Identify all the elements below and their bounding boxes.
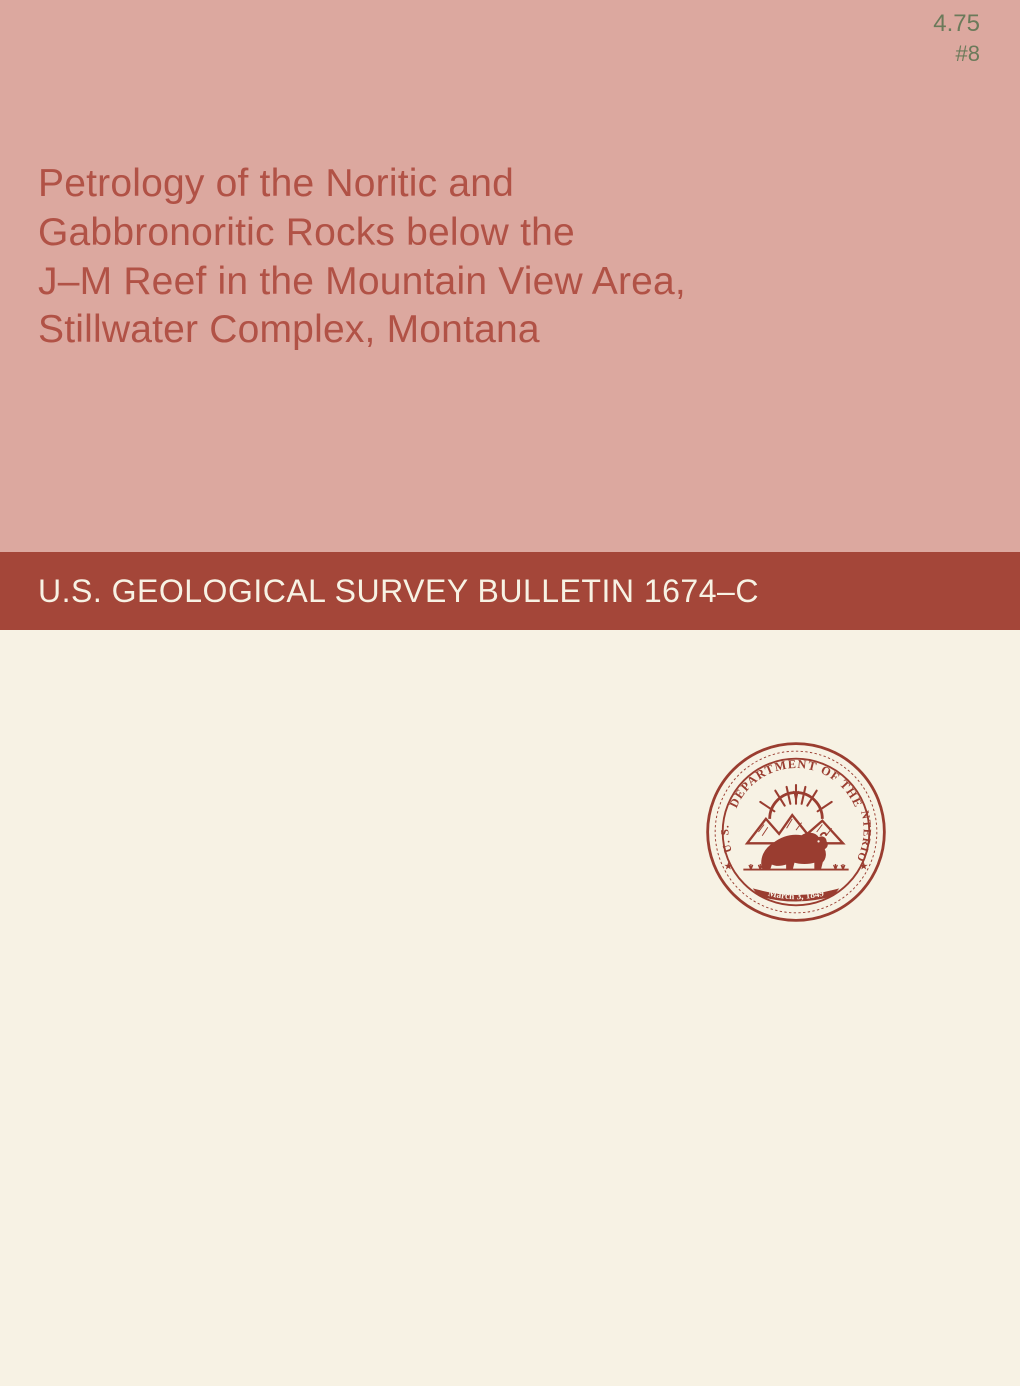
title-line-4: Stillwater Complex, Montana [38, 306, 686, 355]
seal-text-left: U. S. [719, 824, 734, 854]
svg-text:March 3, 1849: March 3, 1849 [767, 889, 825, 902]
title-line-3: J–M Reef in the Mountain View Area, [38, 258, 686, 307]
doi-seal-container: DEPARTMENT OF THE U. S. INTERIOR [702, 738, 890, 926]
bulletin-number-bar: U.S. GEOLOGICAL SURVEY BULLETIN 1674–C [0, 552, 1020, 630]
handwritten-mark: #8 [933, 41, 980, 67]
svg-text:U. S.: U. S. [719, 824, 734, 854]
doi-seal-icon: DEPARTMENT OF THE U. S. INTERIOR [702, 738, 890, 926]
document-title: Petrology of the Noritic and Gabbronorit… [38, 160, 686, 355]
title-line-2: Gabbronoritic Rocks below the [38, 209, 686, 258]
seal-date-text: March 3, 1849 [767, 889, 825, 902]
handwritten-price: 4.75 [933, 10, 980, 39]
cover-lower-section: DEPARTMENT OF THE U. S. INTERIOR [0, 630, 1020, 1386]
svg-text:★: ★ [724, 862, 733, 873]
svg-text:★: ★ [859, 862, 868, 873]
cover-upper-section: 4.75 #8 Petrology of the Noritic and Gab… [0, 0, 1020, 552]
handwritten-annotations: 4.75 #8 [933, 10, 980, 67]
title-line-1: Petrology of the Noritic and [38, 160, 686, 209]
bulletin-number-text: U.S. GEOLOGICAL SURVEY BULLETIN 1674–C [38, 573, 759, 610]
